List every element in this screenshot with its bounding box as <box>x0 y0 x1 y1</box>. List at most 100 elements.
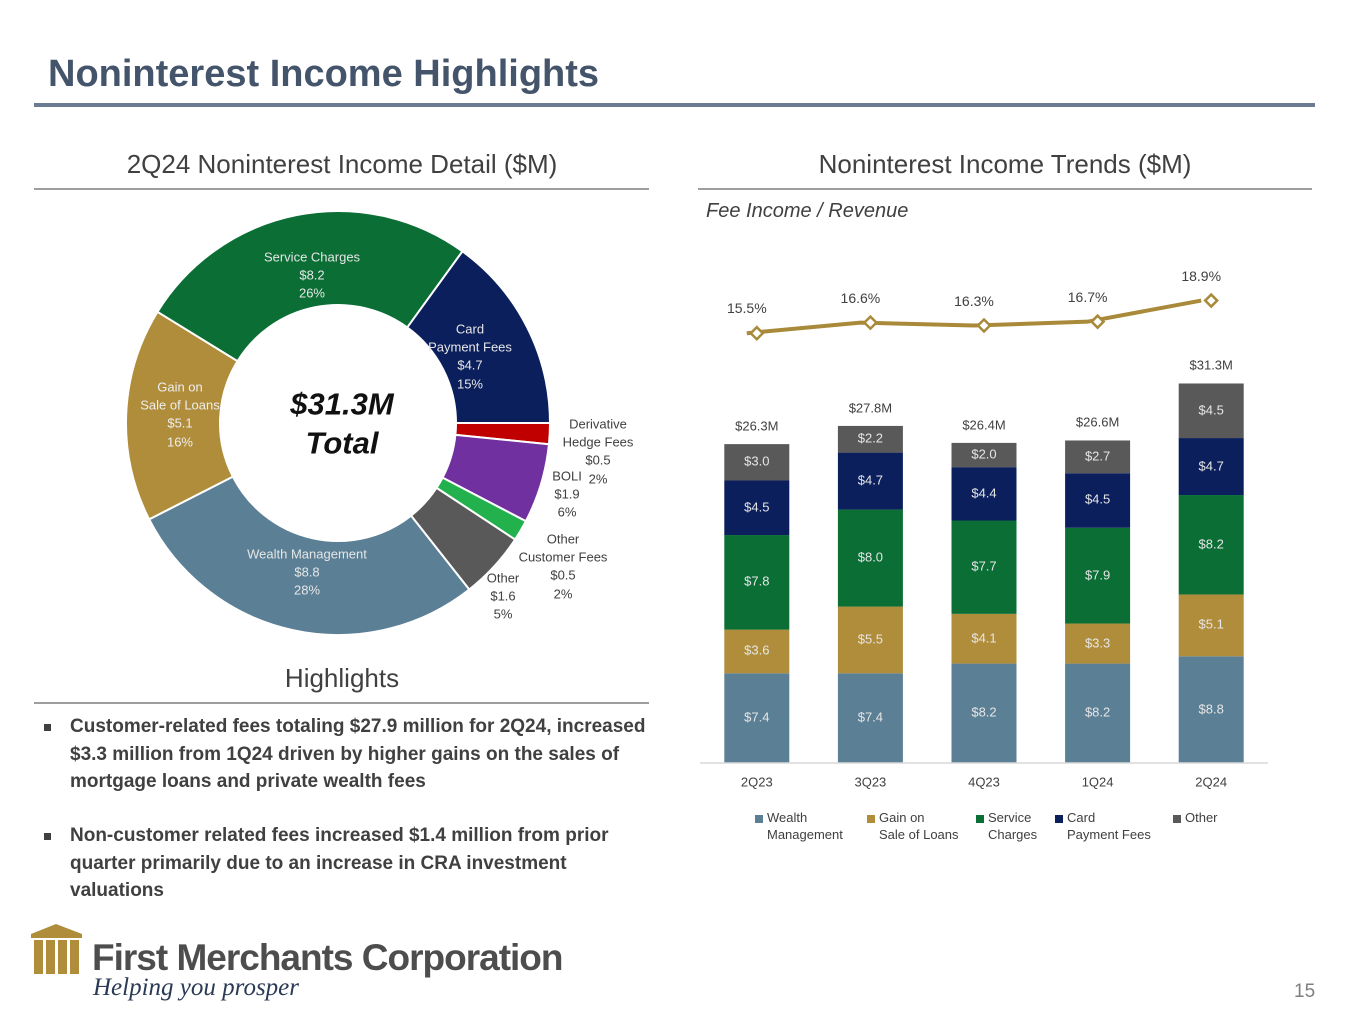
bar-segment <box>1065 473 1131 528</box>
bullet-marker <box>44 724 51 731</box>
slice-label-categories: Card Payment Fees <box>428 321 512 355</box>
bar-segment <box>1178 594 1244 657</box>
line-marker <box>976 317 992 334</box>
line-marker <box>862 314 879 331</box>
bar-total-label: $26.4M <box>962 417 1006 433</box>
slice-label-value-labels: $4.7 <box>457 358 483 373</box>
bar-segment <box>1178 383 1244 439</box>
bullet-text: Customer-related fees totaling $27.9 mil… <box>70 716 646 793</box>
slide-title: Noninterest Income Highlights <box>48 53 600 95</box>
bar-value-label: $3.3 <box>1084 635 1111 651</box>
slice-label-categories: Service Charges <box>263 249 361 265</box>
page-number: 15 <box>1294 981 1316 1002</box>
bar-value-label: $3.6 <box>744 642 770 658</box>
slice-label-categories: Wealth Management <box>247 546 367 562</box>
bar-value-label: $4.7 <box>857 472 884 488</box>
legend-swatch <box>867 815 875 823</box>
line-value-label: 16.7% <box>1067 288 1108 305</box>
bar-segment <box>837 452 903 510</box>
slice-label-share-labels: 5% <box>493 607 513 623</box>
bar-value-label: $7.4 <box>744 709 770 725</box>
slice-label-categories: Other <box>486 570 520 586</box>
bar-value-label: $8.2 <box>971 704 997 720</box>
slice-label-value-labels: $5.1 <box>167 416 193 431</box>
slice-label-share-labels: 2% <box>553 586 573 602</box>
line-marker <box>749 325 765 341</box>
slice-label-share-labels: 2% <box>588 471 608 487</box>
slice-label-value-labels: $8.8 <box>294 564 320 580</box>
bar-total-label: $26.3M <box>735 418 779 434</box>
pie-slice <box>156 210 464 363</box>
slice-label: BOLI $1.9 6% <box>552 468 582 523</box>
bar-value-label: $4.5 <box>1084 492 1111 508</box>
slice-label-share-labels: 26% <box>298 286 326 302</box>
legend-label: Service Charges <box>988 810 1038 842</box>
slice-label-categories: BOLI <box>552 468 582 484</box>
bar-segment <box>951 442 1017 468</box>
bar-value-label: $5.1 <box>1198 616 1224 632</box>
slice-label: Other $1.6 5% <box>487 570 520 625</box>
bar-value-label: $3.0 <box>744 453 770 469</box>
bar-segment <box>724 673 790 763</box>
legend-label: Gain on Sale of Loans <box>879 810 959 842</box>
bar-segment <box>724 629 790 674</box>
legend-label: Wealth Management <box>767 810 843 842</box>
bar-segment <box>1065 440 1131 474</box>
bar-value-label: $8.8 <box>1198 701 1224 717</box>
bar-segment <box>724 480 790 536</box>
bar-segment <box>951 467 1017 521</box>
bar-value-label: $7.8 <box>744 573 770 589</box>
bar-segment <box>1178 656 1244 763</box>
bar-segment <box>837 606 903 674</box>
legend-swatch <box>1173 815 1181 823</box>
bar-total-label: $26.6M <box>1075 415 1120 431</box>
x-tick-label: 2Q23 <box>740 774 773 790</box>
logo-icon <box>31 924 82 974</box>
bar-segment <box>837 425 903 453</box>
bar-segment <box>1065 527 1131 624</box>
logo-name: First Merchants Corporation <box>92 937 563 978</box>
bar-value-label: $4.7 <box>1198 458 1224 474</box>
legend-swatch <box>1055 815 1063 823</box>
bar-segment <box>1065 663 1131 763</box>
slice-label-categories: Derivative Hedge Fees <box>562 416 634 450</box>
pie-center-label: $31.3M Total <box>290 386 394 460</box>
bar-value-label: $2.2 <box>857 430 884 446</box>
slice-label-value-labels: $1.9 <box>554 486 580 502</box>
bar-value-label: $7.7 <box>971 558 997 574</box>
line-marker <box>1089 313 1106 330</box>
slice-label-share-labels: 28% <box>293 583 321 599</box>
bar-value-label: $8.2 <box>1198 536 1224 552</box>
line-value-label: 16.3% <box>954 292 994 309</box>
bar-value-label: $5.5 <box>857 631 884 647</box>
bar-segment <box>724 535 790 630</box>
bar-segment <box>837 509 903 607</box>
slice-label-value-labels: $0.5 <box>585 453 611 468</box>
bar-segment <box>724 444 790 481</box>
slice-label-share-labels: 6% <box>557 505 577 521</box>
slice-label: Derivative Hedge Fees $0.5 2% <box>563 416 634 489</box>
bar-segment <box>951 613 1017 664</box>
line-value-label: 16.6% <box>840 289 881 306</box>
slice-label: Card Payment Fees $4.7 15% <box>428 321 512 394</box>
slice-label: Service Charges $8.2 26% <box>264 249 360 304</box>
bullet-marker <box>44 833 51 840</box>
slice-label: Gain on Sale of Loans $5.1 16% <box>140 379 220 452</box>
bar-value-label: $8.0 <box>857 549 884 565</box>
highlights-heading: Highlights <box>284 663 400 693</box>
bar-segment <box>837 673 903 763</box>
bar-segment <box>1178 438 1244 496</box>
legend-swatch <box>976 815 984 823</box>
x-tick-label: 2Q24 <box>1195 774 1228 790</box>
x-tick-label: 4Q23 <box>968 774 1000 790</box>
section-title: 2Q24 Noninterest Income Detail ($M) <box>126 149 558 179</box>
bar-segment <box>951 663 1017 763</box>
legend-label: Other <box>1185 810 1218 825</box>
logo-tagline: Helping you prosper <box>93 974 299 1001</box>
bar-total-label: $27.8M <box>848 400 893 416</box>
slice-label-value-labels: $0.5 <box>550 568 576 583</box>
bar-value-label: $2.7 <box>1084 448 1111 464</box>
legend-swatch <box>755 815 763 823</box>
